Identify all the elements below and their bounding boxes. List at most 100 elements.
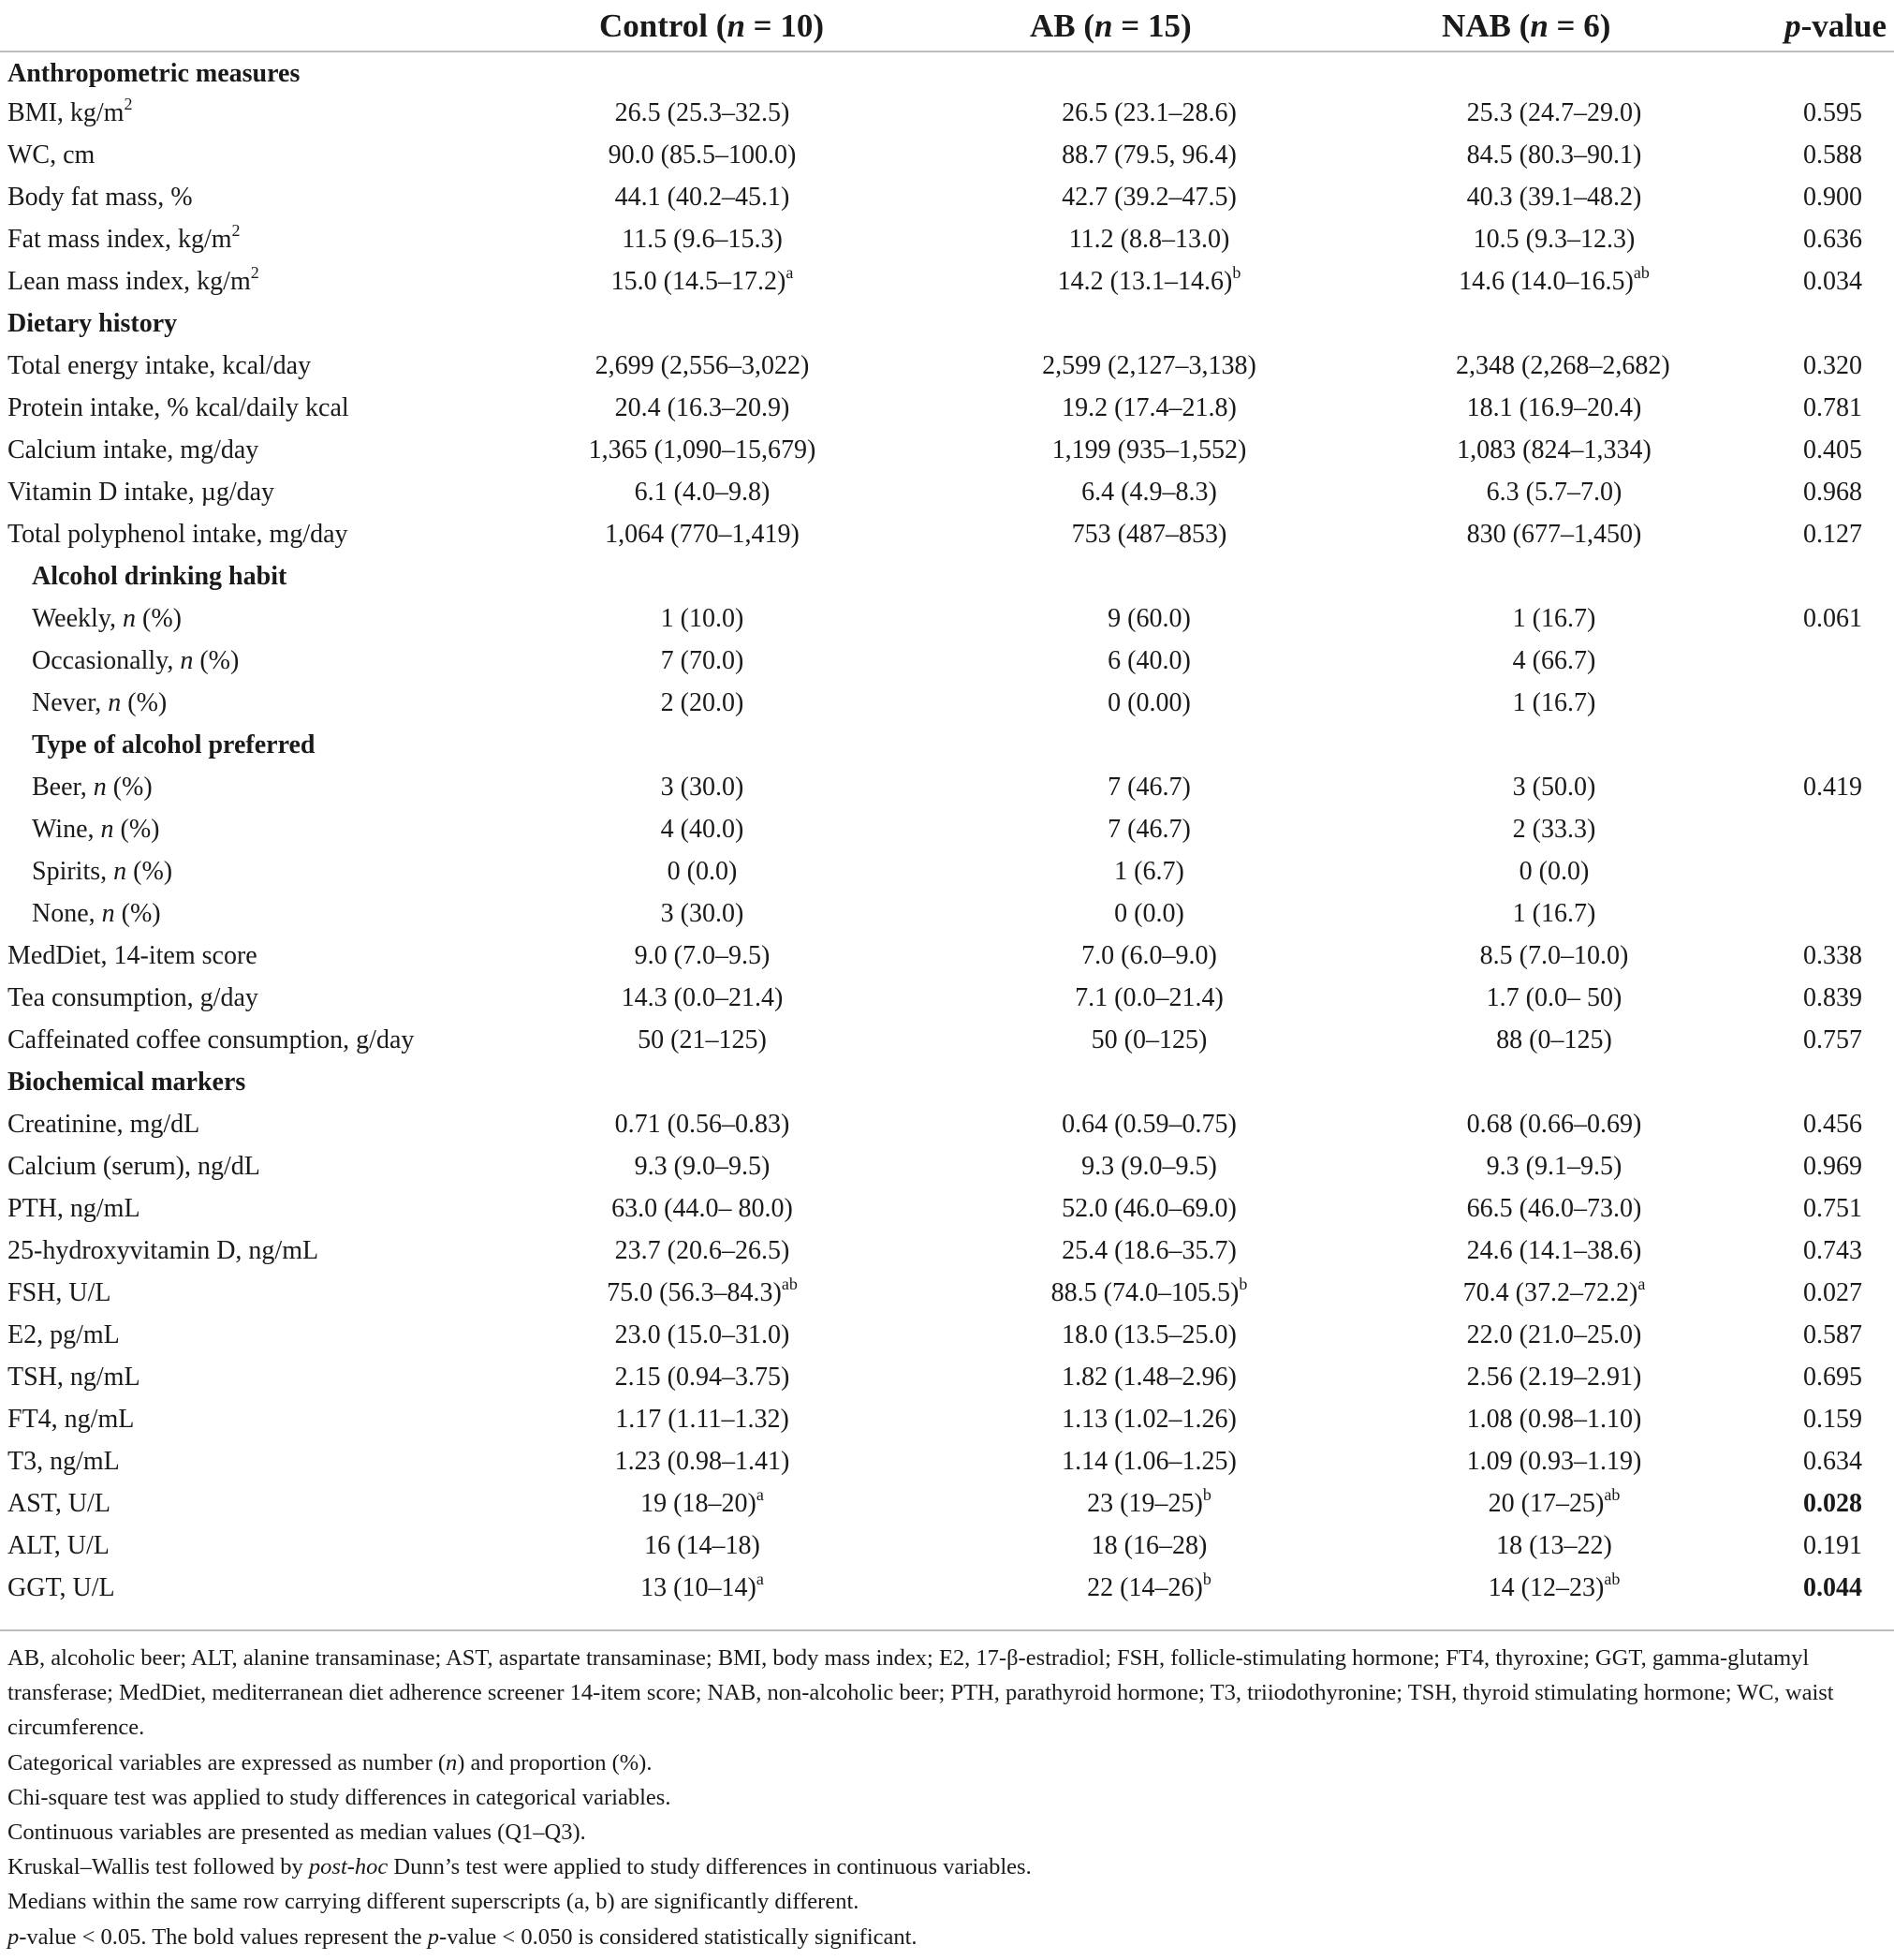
cell-control: 20.4 (16.3–20.9) [614, 392, 790, 422]
table-row: Tea consumption, g/day 14.3 (0.0–21.4) 7.1… [0, 977, 1894, 1019]
cell-control: 3 (30.0) [660, 772, 744, 802]
cell-ab: 88.5 (74.0–105.5)b [1050, 1274, 1248, 1307]
cell-ab: 7 (46.7) [1108, 772, 1191, 802]
cell-pvalue: 0.034 [1803, 266, 1862, 296]
table-row: Fat mass index, kg/m2 11.5 (9.6–15.3) 11.2… [0, 218, 1894, 260]
row-label: ALT, U/L [7, 1530, 110, 1560]
cell-ab: 88.7 (79.5, 96.4) [1062, 140, 1237, 169]
table-row: PTH, ng/mL 63.0 (44.0– 80.0) 52.0 (46.0–69… [0, 1187, 1894, 1230]
cell-ab: 0 (0.0) [1114, 898, 1184, 928]
table-row: Occasionally, n (%) 7 (70.0) 6 (40.0) 4 (66… [0, 640, 1894, 682]
row-label: Weekly, n (%) [32, 603, 182, 633]
section-title: Dietary history [7, 308, 178, 338]
cell-pvalue: 0.587 [1803, 1319, 1862, 1349]
cell-ab: 0.64 (0.59–0.75) [1062, 1109, 1237, 1139]
cell-pvalue: 0.419 [1803, 772, 1862, 802]
cell-control: 0 (0.0) [667, 856, 738, 886]
row-label: Vitamin D intake, µg/day [7, 477, 275, 507]
row-label: Tea consumption, g/day [7, 982, 258, 1012]
section-header-row: Biochemical markers [0, 1061, 1894, 1103]
section-title: Alcohol drinking habit [32, 561, 287, 591]
cell-pvalue [1662, 682, 1894, 724]
table-body: Anthropometric measures BMI, kg/m2 26.5 (2… [0, 52, 1894, 1609]
cell-nab: 2 (33.3) [1512, 814, 1596, 844]
cell-nab: 1.09 (0.93–1.19) [1466, 1446, 1642, 1476]
table-row: Never, n (%) 2 (20.0) 0 (0.00) 1 (16.7) [0, 682, 1894, 724]
cell-control: 9.0 (7.0–9.5) [634, 940, 771, 970]
cell-nab: 4 (66.7) [1512, 645, 1596, 675]
cell-ab: 1,199 (935–1,552) [1051, 435, 1247, 464]
row-label: Caffeinated coffee consumption, g/day [7, 1024, 415, 1054]
cell-nab: 830 (677–1,450) [1466, 519, 1642, 549]
footnote-categorical: Categorical variables are expressed as n… [7, 1749, 653, 1776]
footnote-divider [0, 1629, 1894, 1631]
cell-pvalue: 0.338 [1803, 940, 1862, 970]
table-row: Beer, n (%) 3 (30.0) 7 (46.7) 3 (50.0) 0.419 [0, 766, 1894, 808]
cell-ab: 9.3 (9.0–9.5) [1081, 1151, 1217, 1181]
section-header-row: Dietary history [0, 302, 1894, 345]
cell-nab: 40.3 (39.1–48.2) [1466, 182, 1642, 212]
cell-ab: 2,599 (2,127–3,138) [1042, 350, 1256, 380]
cell-nab: 2,348 (2,268–2,682) [1456, 350, 1670, 380]
cell-pvalue: 0.636 [1803, 224, 1862, 254]
footnote-kruskal: Kruskal–Wallis test followed by post-hoc… [7, 1854, 1032, 1880]
cell-control: 15.0 (14.5–17.2)a [610, 262, 794, 296]
cell-ab: 7.1 (0.0–21.4) [1075, 982, 1224, 1012]
cell-control: 1.23 (0.98–1.41) [614, 1446, 790, 1476]
cell-ab: 18 (16–28) [1091, 1530, 1208, 1560]
cell-nab: 2.56 (2.19–2.91) [1466, 1362, 1642, 1392]
table-row: GGT, U/L 13 (10–14)a 22 (14–26)b 14 (12–23)… [0, 1567, 1894, 1609]
table-row: AST, U/L 19 (18–20)a 23 (19–25)b 20 (17–25)… [0, 1482, 1894, 1525]
cell-control: 13 (10–14)a [640, 1569, 764, 1602]
table-row: Body fat mass, % 44.1 (40.2–45.1) 42.7 (39… [0, 176, 1894, 218]
cell-control: 11.5 (9.6–15.3) [622, 224, 783, 254]
cell-control: 1,064 (770–1,419) [605, 519, 800, 549]
cell-pvalue: 0.028 [1803, 1488, 1862, 1518]
cell-control: 14.3 (0.0–21.4) [621, 982, 784, 1012]
cell-nab: 1 (16.7) [1512, 898, 1596, 928]
cell-nab: 88 (0–125) [1496, 1024, 1612, 1054]
row-label: Wine, n (%) [32, 814, 160, 844]
section-header-row: Type of alcohol preferred [0, 724, 1894, 766]
row-label: Spirits, n (%) [32, 856, 173, 886]
cell-ab: 9 (60.0) [1108, 603, 1191, 633]
cell-control: 63.0 (44.0– 80.0) [611, 1193, 793, 1223]
cell-nab: 70.4 (37.2–72.2)a [1462, 1274, 1646, 1307]
row-label: TSH, ng/mL [7, 1362, 140, 1392]
cell-ab: 753 (487–853) [1071, 519, 1227, 549]
cell-ab: 25.4 (18.6–35.7) [1062, 1235, 1237, 1265]
table-row: E2, pg/mL 23.0 (15.0–31.0) 18.0 (13.5–25.0… [0, 1314, 1894, 1356]
cell-control: 1,365 (1,090–15,679) [588, 435, 816, 464]
table-row: Wine, n (%) 4 (40.0) 7 (46.7) 2 (33.3) [0, 808, 1894, 850]
cell-ab: 7.0 (6.0–9.0) [1081, 940, 1217, 970]
cell-pvalue [1662, 640, 1894, 682]
cell-pvalue: 0.839 [1803, 982, 1862, 1012]
table-row: T3, ng/mL 1.23 (0.98–1.41) 1.14 (1.06–1.25… [0, 1440, 1894, 1482]
cell-ab: 1 (6.7) [1114, 856, 1184, 886]
row-label: T3, ng/mL [7, 1446, 120, 1476]
cell-ab: 14.2 (13.1–14.6)b [1057, 262, 1241, 296]
table-row: FSH, U/L 75.0 (56.3–84.3)ab 88.5 (74.0–105… [0, 1272, 1894, 1314]
cell-nab: 66.5 (46.0–73.0) [1466, 1193, 1642, 1223]
cell-nab: 9.3 (9.1–9.5) [1486, 1151, 1622, 1181]
table-row: Total energy intake, kcal/day 2,699 (2,55… [0, 345, 1894, 387]
cell-nab: 1,083 (824–1,334) [1457, 435, 1652, 464]
footnote-significance: p-value < 0.05. The bold values represen… [7, 1923, 918, 1950]
row-label: Total polyphenol intake, mg/day [7, 519, 348, 549]
footnote-chi-square: Chi-square test was applied to study dif… [7, 1784, 671, 1810]
cell-control: 50 (21–125) [638, 1024, 767, 1054]
row-label: None, n (%) [32, 898, 161, 928]
table-row: Calcium (serum), ng/dL 9.3 (9.0–9.5) 9.3 (… [0, 1145, 1894, 1187]
cell-nab: 0.68 (0.66–0.69) [1466, 1109, 1642, 1139]
cell-control: 4 (40.0) [660, 814, 744, 844]
cell-control: 6.1 (4.0–9.8) [634, 477, 771, 507]
row-label: FSH, U/L [7, 1277, 111, 1307]
cell-nab: 1.08 (0.98–1.10) [1466, 1404, 1642, 1434]
cell-ab: 23 (19–25)b [1087, 1484, 1211, 1518]
table-row: FT4, ng/mL 1.17 (1.11–1.32) 1.13 (1.02–1.2… [0, 1398, 1894, 1440]
row-label: BMI, kg/m2 [7, 94, 133, 127]
cell-control: 2 (20.0) [660, 687, 744, 717]
row-label: AST, U/L [7, 1488, 110, 1518]
cell-control: 26.5 (25.3–32.5) [614, 97, 790, 127]
footnote-abbreviations: AB, alcoholic beer; ALT, alanine transam… [7, 1645, 1834, 1741]
